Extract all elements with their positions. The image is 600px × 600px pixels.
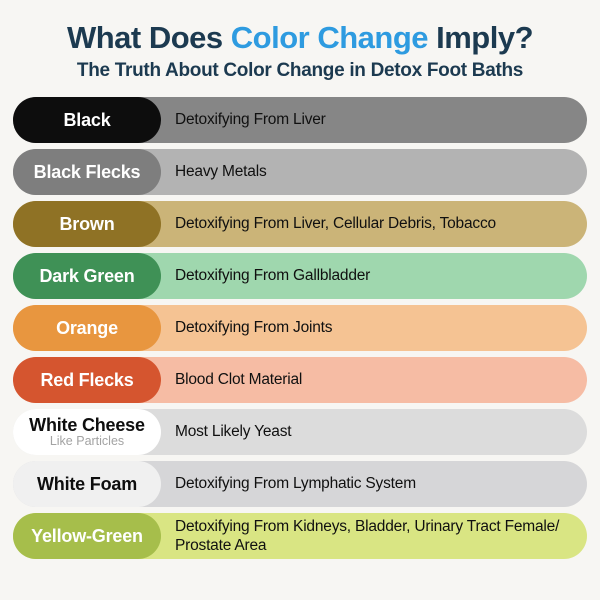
color-meaning: Heavy Metals — [175, 163, 267, 181]
color-pill-red-flecks: Red Flecks — [13, 357, 161, 404]
color-subname: Like Particles — [49, 433, 125, 448]
color-name: White Cheese — [29, 414, 145, 435]
color-pill-dark-green: Dark Green — [13, 253, 161, 300]
color-name: Orange — [56, 317, 118, 338]
table-row-orange: Orange Detoxifying From Joints — [13, 305, 587, 352]
title-part-2: Imply? — [428, 20, 534, 55]
color-meaning: Detoxifying From Liver, Cellular Debris,… — [175, 215, 496, 233]
color-pill-black: Black — [13, 97, 161, 144]
color-meaning: Detoxifying From Kidneys, Bladder, Urina… — [175, 517, 560, 555]
color-meaning: Most Likely Yeast — [175, 423, 292, 441]
color-pill-white-cheese: White Cheese Like Particles — [13, 409, 161, 456]
color-meaning: Blood Clot Material — [175, 371, 303, 389]
color-pill-brown: Brown — [13, 201, 161, 248]
table-row-black-flecks: Black Flecks Heavy Metals — [13, 149, 587, 196]
color-pill-black-flecks: Black Flecks — [13, 149, 161, 196]
color-pill-orange: Orange — [13, 305, 161, 352]
color-meaning: Detoxifying From Joints — [175, 319, 333, 337]
color-name: Black — [63, 109, 111, 130]
color-name: Brown — [59, 213, 115, 234]
title-part-1: What Does — [66, 20, 231, 55]
color-name: Dark Green — [39, 265, 135, 286]
color-meaning: Detoxifying From Lymphatic System — [175, 475, 416, 493]
color-name: Black Flecks — [33, 161, 141, 182]
color-name: White Foam — [37, 473, 137, 494]
table-row-white-foam: White Foam Detoxifying From Lymphatic Sy… — [13, 461, 587, 508]
color-change-table: Black Detoxifying From Liver Black Fleck… — [13, 97, 587, 560]
color-name: Yellow-Green — [31, 525, 143, 546]
color-meaning: Detoxifying From Gallbladder — [175, 267, 371, 285]
color-meaning: Detoxifying From Liver — [175, 111, 326, 129]
color-name: Red Flecks — [40, 369, 134, 390]
page-subtitle: The Truth About Color Change in Detox Fo… — [76, 60, 524, 82]
table-row-red-flecks: Red Flecks Blood Clot Material — [13, 357, 587, 404]
table-row-white-cheese: White Cheese Like Particles Most Likely … — [13, 409, 587, 456]
table-row-brown: Brown Detoxifying From Liver, Cellular D… — [13, 201, 587, 248]
color-pill-white-foam: White Foam — [13, 461, 161, 508]
table-row-yellow-green: Yellow-Green Detoxifying From Kidneys, B… — [13, 513, 587, 560]
color-pill-yellow-green: Yellow-Green — [13, 513, 161, 560]
page-title: What Does Color Change Imply? — [0, 20, 600, 55]
table-row-black: Black Detoxifying From Liver — [13, 97, 587, 144]
title-accent: Color Change — [230, 20, 429, 55]
table-row-dark-green: Dark Green Detoxifying From Gallbladder — [13, 253, 587, 300]
header: What Does Color Change Imply? The Truth … — [0, 0, 600, 82]
